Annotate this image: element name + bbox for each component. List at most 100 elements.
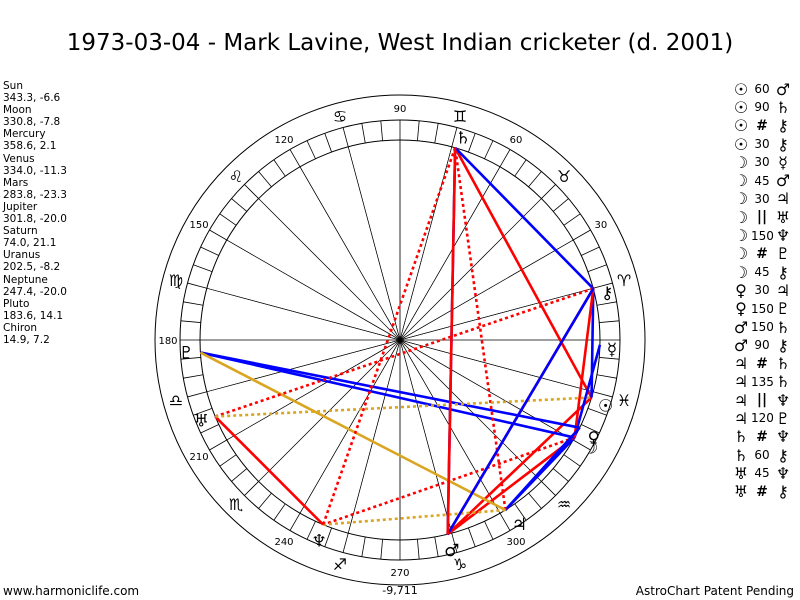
aspect-type: 120: [751, 411, 774, 426]
aspect-planet-1-icon: ☽: [733, 189, 749, 209]
chart-title: 1973-03-04 - Mark Lavine, West Indian cr…: [66, 30, 734, 56]
ring-tick: [514, 503, 527, 521]
planet-coords: 183.6, 14.1: [3, 309, 64, 322]
aspect-planet-1-icon: ♄: [733, 427, 749, 447]
ring-tick: [361, 123, 366, 144]
aspect-planet-1-icon: ♄: [733, 445, 749, 465]
aspect-planet-1-icon: ☉: [733, 97, 749, 117]
ring-tick: [209, 229, 227, 241]
aspect-line: [200, 351, 575, 439]
ring-tick: [468, 527, 476, 547]
ring-tick: [581, 246, 600, 256]
venus-icon: ♀: [588, 429, 600, 449]
aspect-row: ♅ # ⚷: [731, 482, 793, 502]
aspect-planet-1-icon: ♅: [733, 482, 749, 502]
saturn-icon: ♄: [456, 129, 471, 149]
planet-name: Mars: [3, 176, 29, 189]
bottom-value: -9,711: [382, 584, 417, 597]
outer-circle: [154, 94, 646, 586]
zodiac-sign-icon: ♒: [557, 495, 571, 514]
aspect-row: ☽ 150 ♆: [731, 226, 793, 246]
ring-tick: [417, 539, 420, 560]
aspect-type: #: [756, 355, 768, 372]
planet-coords: 358.6, 2.1: [3, 140, 57, 153]
aspect-planet-2-icon: ⚷: [777, 262, 789, 282]
aspect-planet-2-icon: ♇: [775, 299, 791, 319]
ring-tick: [200, 246, 219, 256]
degree-label: 30: [595, 220, 608, 231]
aspect-type: #: [756, 117, 768, 134]
ring-tick: [581, 424, 600, 434]
sun-icon: ☉: [598, 396, 613, 416]
ring-tick: [219, 213, 237, 226]
aspect-row: ♂ 150 ♄: [731, 317, 793, 337]
zodiac-sign-icon: ♐: [333, 555, 347, 574]
aspect-planet-1-icon: ♅: [733, 463, 749, 483]
mars-icon: ♂: [444, 541, 459, 561]
zodiac-sign-icon: ♎: [169, 391, 183, 410]
aspect-planet-1-icon: ☽: [733, 226, 749, 246]
ring-tick: [528, 171, 542, 188]
aspect-line: [573, 344, 602, 438]
aspect-planet-2-icon: ♄: [775, 354, 791, 374]
spoke-line: [206, 287, 594, 393]
ring-tick: [528, 492, 542, 509]
ring-tick: [193, 264, 213, 272]
aspect-row: ♀ 150 ♇: [731, 299, 793, 319]
aspect-type: 150: [751, 301, 774, 316]
aspect-row: ☽ || ♅: [731, 207, 793, 227]
planet-name: Jupiter: [3, 200, 38, 213]
zodiac-sign-icon: ♉: [557, 167, 571, 186]
ring-tick: [451, 533, 458, 553]
jupiter-icon: ♃: [512, 515, 527, 535]
ring-tick: [183, 301, 204, 306]
aspect-planet-2-icon: ♅: [775, 207, 791, 227]
ring-tick: [244, 481, 259, 496]
degree-label: 240: [274, 537, 293, 548]
ring-tick: [180, 357, 201, 360]
aspect-planet-1-icon: ♃: [733, 390, 749, 410]
aspect-planet-2-icon: ♄: [775, 317, 791, 337]
planet-position-list: Sun 343.3, -6.6 Moon 330.8, -7.8 Mercury 358.…: [3, 80, 67, 346]
aspect-line: [323, 508, 506, 526]
aspect-line: [446, 396, 593, 536]
aspect-row: ♀ 30 ♃: [731, 280, 793, 300]
planet-coords: 334.0, -11.3: [3, 164, 67, 177]
aspect-planet-2-icon: ⚷: [777, 335, 789, 355]
planet-coords: 247.4, -20.0: [3, 285, 67, 298]
ring-tick: [563, 213, 581, 226]
zodiac-sign-icon: ♈: [617, 271, 631, 290]
degree-label: 270: [390, 568, 409, 579]
footer-website[interactable]: www.harmoniclife.com: [3, 584, 140, 598]
zodiac-sign-icon: ♋: [333, 107, 347, 126]
ring-tick: [324, 527, 332, 547]
aspect-line: [214, 415, 325, 526]
aspect-planet-2-icon: ⚷: [777, 445, 789, 465]
aspect-planet-1-icon: ♃: [733, 372, 749, 392]
ring-tick: [596, 374, 617, 379]
ring-tick: [193, 408, 213, 416]
aspect-planet-1-icon: ♀: [735, 280, 747, 300]
planet-name: Moon: [3, 104, 32, 117]
ring-tick: [380, 539, 383, 560]
ring-tick: [342, 127, 349, 147]
aspect-type: 150: [751, 320, 774, 334]
aspect-row: ☉ # ⚷: [731, 116, 793, 135]
ring-tick: [273, 503, 286, 521]
planet-name: Neptune: [3, 273, 48, 286]
ring-tick: [552, 198, 569, 212]
ring-tick: [552, 468, 569, 482]
ring-tick: [587, 408, 607, 416]
ring-tick: [434, 536, 439, 557]
ring-tick: [289, 513, 301, 531]
ring-tick: [499, 513, 511, 531]
ring-tick: [324, 133, 332, 153]
wheel-labels: 30 60 90 120 150 180 210 240 270 300 ♈ ♉ ♊ ♋ ♌ ♍ ♎ ♏ ♐ ♑ ♒ ♓ -…: [158, 104, 631, 597]
aspect-row: ♃ 135 ♄: [731, 372, 793, 392]
ring-tick: [573, 439, 591, 451]
aspect-line: [446, 436, 576, 536]
aspect-row: ☽ 45 ⚷: [731, 262, 793, 282]
degree-label: 180: [158, 336, 177, 347]
aspect-line: [214, 287, 594, 418]
